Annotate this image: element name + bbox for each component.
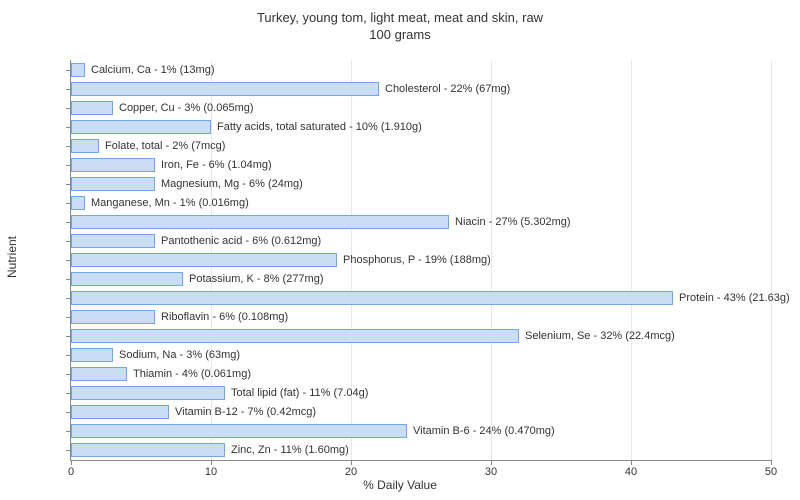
nutrient-bar-label: Fatty acids, total saturated - 10% (1.91…: [211, 120, 422, 134]
x-tick-label: 10: [205, 466, 217, 478]
nutrient-bar-label: Thiamin - 4% (0.061mg): [127, 367, 251, 381]
nutrient-bar: [71, 367, 127, 381]
nutrient-bar-label: Niacin - 27% (5.302mg): [449, 215, 571, 229]
nutrient-bar: [71, 405, 169, 419]
nutrient-bar: [71, 177, 155, 191]
nutrient-bar-label: Total lipid (fat) - 11% (7.04g): [225, 386, 368, 400]
nutrient-bar-label: Protein - 43% (21.63g): [673, 291, 790, 305]
x-tick-label: 50: [765, 466, 777, 478]
nutrient-bar: [71, 101, 113, 115]
y-axis-label: Nutrient: [5, 236, 19, 278]
nutrient-bar: [71, 82, 379, 96]
nutrient-bar: [71, 234, 155, 248]
nutrient-bar-label: Phosphorus, P - 19% (188mg): [337, 253, 491, 267]
nutrient-bar: [71, 196, 85, 210]
nutrient-bar: [71, 386, 225, 400]
chart-title: Turkey, young tom, light meat, meat and …: [0, 0, 800, 44]
nutrient-bar-label: Potassium, K - 8% (277mg): [183, 272, 324, 286]
gridline: [491, 60, 492, 460]
nutrient-bar: [71, 443, 225, 457]
nutrient-bar: [71, 310, 155, 324]
x-tick-mark: [351, 460, 352, 465]
nutrient-bar-label: Manganese, Mn - 1% (0.016mg): [85, 196, 249, 210]
nutrient-bar-label: Pantothenic acid - 6% (0.612mg): [155, 234, 321, 248]
nutrient-chart: Turkey, young tom, light meat, meat and …: [0, 0, 800, 500]
nutrient-bar: [71, 215, 449, 229]
gridline: [771, 60, 772, 460]
x-tick-label: 20: [345, 466, 357, 478]
x-tick-mark: [491, 460, 492, 465]
nutrient-bar: [71, 253, 337, 267]
nutrient-bar: [71, 291, 673, 305]
nutrient-bar: [71, 272, 183, 286]
gridline: [631, 60, 632, 460]
x-tick-mark: [211, 460, 212, 465]
nutrient-bar-label: Folate, total - 2% (7mcg): [99, 139, 225, 153]
nutrient-bar-label: Sodium, Na - 3% (63mg): [113, 348, 240, 362]
x-tick-mark: [771, 460, 772, 465]
x-axis-label: % Daily Value: [363, 478, 437, 492]
x-tick-label: 0: [68, 466, 74, 478]
nutrient-bar: [71, 120, 211, 134]
nutrient-bar: [71, 158, 155, 172]
nutrient-bar: [71, 329, 519, 343]
x-tick-label: 40: [625, 466, 637, 478]
x-tick-label: 30: [485, 466, 497, 478]
nutrient-bar-label: Riboflavin - 6% (0.108mg): [155, 310, 288, 324]
nutrient-bar-label: Cholesterol - 22% (67mg): [379, 82, 510, 96]
nutrient-bar: [71, 139, 99, 153]
nutrient-bar-label: Zinc, Zn - 11% (1.60mg): [225, 443, 349, 457]
nutrient-bar-label: Copper, Cu - 3% (0.065mg): [113, 101, 254, 115]
nutrient-bar-label: Magnesium, Mg - 6% (24mg): [155, 177, 303, 191]
nutrient-bar-label: Calcium, Ca - 1% (13mg): [85, 63, 214, 77]
title-line-2: 100 grams: [369, 27, 430, 42]
nutrient-bar-label: Vitamin B-12 - 7% (0.42mcg): [169, 405, 316, 419]
nutrient-bar-label: Selenium, Se - 32% (22.4mcg): [519, 329, 675, 343]
title-line-1: Turkey, young tom, light meat, meat and …: [257, 10, 543, 25]
nutrient-bar: [71, 424, 407, 438]
x-tick-mark: [71, 460, 72, 465]
x-tick-mark: [631, 460, 632, 465]
nutrient-bar-label: Iron, Fe - 6% (1.04mg): [155, 158, 272, 172]
plot-area: 01020304050Calcium, Ca - 1% (13mg)Choles…: [70, 60, 771, 461]
nutrient-bar-label: Vitamin B-6 - 24% (0.470mg): [407, 424, 555, 438]
nutrient-bar: [71, 348, 113, 362]
nutrient-bar: [71, 63, 85, 77]
